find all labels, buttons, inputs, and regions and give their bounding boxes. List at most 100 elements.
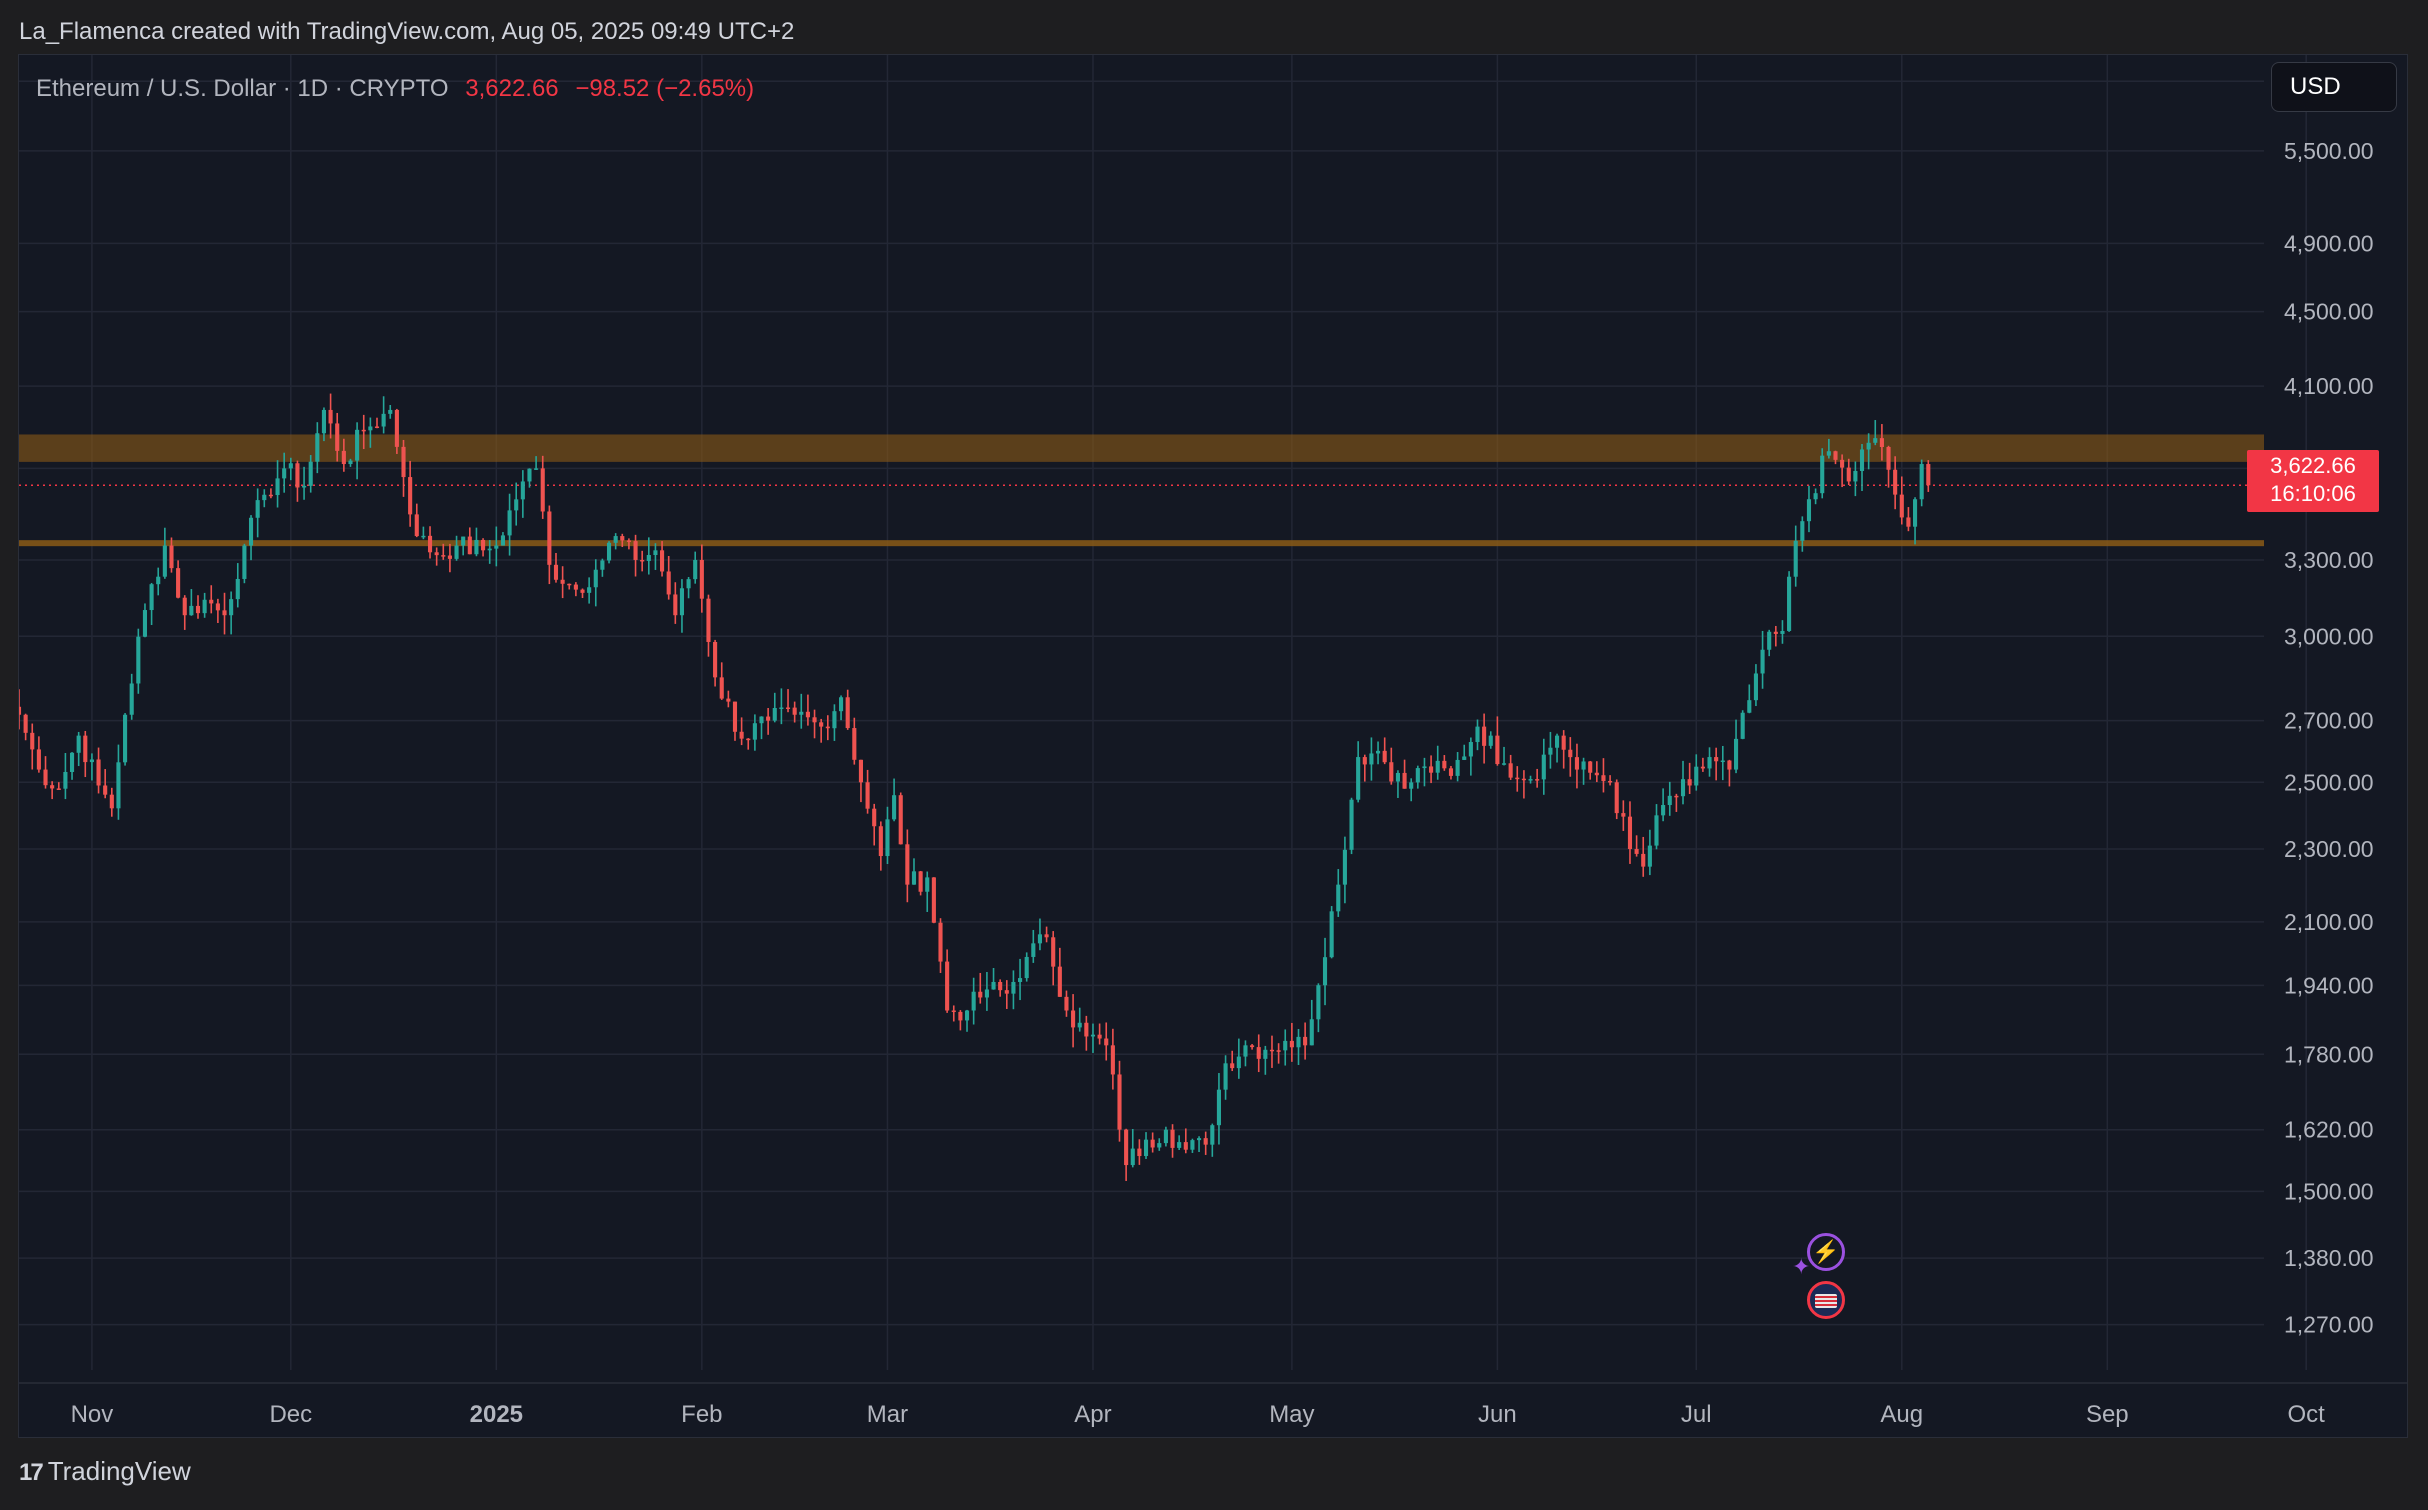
tradingview-logo[interactable]: 17 TradingView (19, 1456, 191, 1487)
candle-body (1574, 757, 1579, 770)
candle-body (1263, 1049, 1268, 1059)
candle-body (1482, 726, 1487, 746)
candle-body (1382, 750, 1387, 763)
x-tick-label: Mar (867, 1401, 908, 1428)
candle-body (1893, 469, 1898, 495)
candle-body (36, 749, 41, 770)
candle-body (1296, 1036, 1301, 1048)
candle-body (1283, 1040, 1288, 1051)
candle-body (321, 409, 327, 434)
tradingview-mark-icon: 17 (19, 1459, 44, 1486)
candle-body (1694, 766, 1699, 786)
candle-body (63, 771, 68, 789)
support-line (19, 540, 2264, 547)
candle-body (719, 677, 724, 699)
candle-body (1528, 779, 1533, 781)
candle-body (779, 707, 784, 710)
candle-body (176, 568, 181, 598)
candle-body (328, 409, 333, 424)
candle-body (1269, 1049, 1275, 1052)
candle-body (1787, 576, 1792, 631)
candle-body (1793, 540, 1798, 577)
candle-body (1820, 455, 1825, 494)
candle-body (162, 545, 167, 577)
candle-body (1846, 467, 1851, 482)
x-tick-label: Aug (1880, 1401, 1923, 1428)
candle-body (1866, 442, 1871, 450)
x-tick-label: Feb (681, 1401, 722, 1428)
candlestick-chart[interactable]: 6,000.005,500.004,900.004,500.004,100.00… (19, 55, 2408, 1438)
candle-body (600, 560, 605, 570)
candle-body (805, 711, 810, 718)
chart-attribution: La_Flamenca created with TradingView.com… (19, 18, 795, 45)
y-tick-label: 2,300.00 (2284, 836, 2374, 862)
symbol-legend[interactable]: Ethereum / U.S. Dollar · 1D · CRYPTO 3,6… (36, 75, 754, 103)
candle-body (1561, 735, 1566, 750)
candle-body (1767, 631, 1772, 650)
x-tick-label: Nov (71, 1401, 114, 1428)
candle-body (1071, 1010, 1076, 1028)
candle-body (1117, 1074, 1122, 1130)
candle-body (1608, 780, 1613, 783)
candle-body (1455, 759, 1460, 776)
candle-body (1899, 494, 1904, 518)
candle-body (1462, 756, 1467, 760)
candle-body (494, 545, 499, 549)
candle-body (653, 550, 658, 556)
candle-body (825, 726, 830, 729)
candle-body (275, 478, 280, 496)
candle-body (1051, 937, 1056, 967)
candle-body (1197, 1138, 1202, 1141)
y-tick-label: 1,780.00 (2284, 1041, 2374, 1067)
candle-body (1057, 966, 1062, 997)
symbol-name[interactable]: Ethereum / U.S. Dollar · 1D · CRYPTO (36, 75, 449, 102)
candle-body (348, 460, 353, 465)
candle-body (865, 782, 870, 809)
candle-body (752, 723, 757, 740)
y-tick-label: 3,000.00 (2284, 623, 2374, 649)
x-tick-label: Jul (1681, 1401, 1712, 1428)
chart-area[interactable]: 6,000.005,500.004,900.004,500.004,100.00… (18, 54, 2408, 1438)
legend-change: −98.52 (−2.65%) (575, 75, 755, 102)
candle-body (1422, 766, 1427, 769)
candle-body (302, 485, 307, 488)
candle-body (1435, 760, 1440, 773)
candle-body (83, 735, 88, 763)
candle-body (408, 477, 413, 515)
candle-body (1018, 978, 1023, 982)
lightning-bolt-icon[interactable]: ⚡ (1807, 1233, 1845, 1271)
currency-button[interactable]: USD (2271, 62, 2397, 112)
candle-body (454, 545, 459, 559)
candle-body (1727, 760, 1732, 770)
candle-body (852, 728, 857, 760)
candle-body (945, 961, 950, 1011)
candle-body (911, 871, 917, 885)
candle-body (1674, 795, 1679, 798)
candle-body (1687, 779, 1692, 786)
candle-body (1210, 1125, 1215, 1145)
candle-body (931, 877, 936, 923)
candle-body (43, 769, 48, 786)
candle-body (1548, 747, 1553, 755)
y-tick-label: 3,300.00 (2284, 547, 2374, 573)
y-tick-label: 4,900.00 (2284, 230, 2374, 256)
y-tick-label: 4,100.00 (2284, 373, 2374, 399)
candle-body (19, 706, 22, 715)
candle-body (288, 463, 293, 469)
bar-countdown: 16:10:06 (2270, 481, 2356, 506)
candle-body (1879, 438, 1884, 448)
candle-body (401, 446, 406, 478)
candle-body (1157, 1143, 1162, 1148)
candle-body (951, 1010, 956, 1013)
us-flag-icon[interactable] (1807, 1281, 1845, 1319)
candle-body (640, 559, 645, 562)
candle-body (1780, 630, 1785, 634)
axes-labels: 6,000.005,500.004,900.004,500.004,100.00… (19, 68, 2407, 1428)
candle-body (799, 711, 804, 715)
candle-body (56, 788, 61, 790)
brand-name: TradingView (47, 1456, 191, 1486)
candle-body (964, 1010, 970, 1021)
candle-body (1429, 766, 1434, 773)
candle-body (878, 826, 883, 857)
candle-body (500, 535, 506, 546)
